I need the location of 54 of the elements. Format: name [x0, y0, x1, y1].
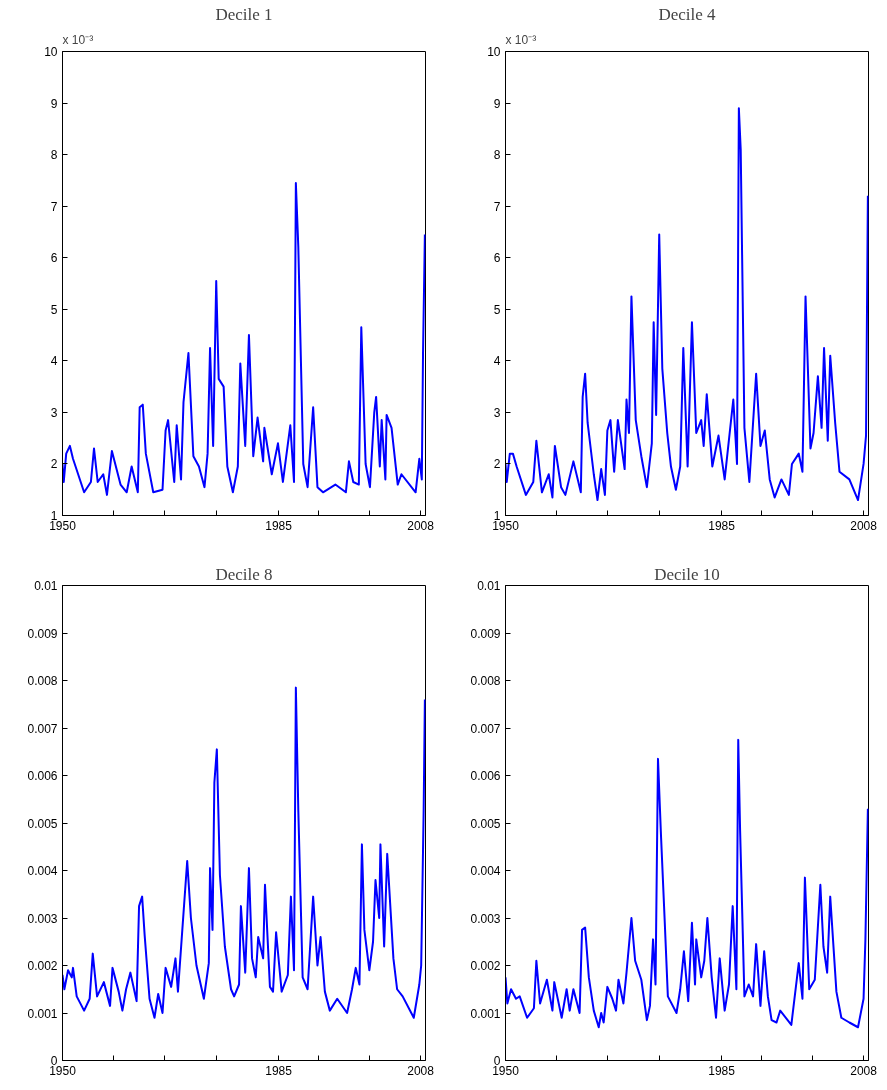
y-tick-label: 5: [50, 302, 58, 317]
y-tick-label: 10: [44, 45, 58, 59]
y-tick-label: 6: [50, 251, 58, 266]
y-tick-label: 0.004: [27, 864, 58, 878]
y-tick-label: 8: [493, 148, 501, 163]
x-tick-label: 2008: [850, 1063, 878, 1078]
x-tick-label: 2008: [407, 1063, 435, 1078]
y-tick-label: 0.01: [34, 579, 58, 593]
y-tick-label: 0.001: [470, 1006, 501, 1021]
y-tick-label: 5: [493, 302, 501, 317]
x-tick-label: 2008: [850, 518, 878, 533]
y-tick-label: 2: [50, 457, 58, 472]
x-tick-label: 1985: [265, 518, 293, 533]
chart-title: Decile 4: [658, 4, 717, 24]
y-tick-label: 0.002: [27, 959, 58, 973]
chart-title: Decile 10: [654, 564, 720, 584]
y-tick-label: 0.007: [470, 721, 501, 736]
y-tick-label: 4: [493, 354, 501, 369]
y-tick-label: 0.003: [470, 911, 501, 926]
text: x 10⁻³: [505, 32, 537, 47]
y-tick-label: 3: [50, 405, 58, 420]
y-tick-label: 7: [493, 199, 501, 214]
x-tick-label: 1985: [708, 518, 736, 533]
y-tick-label: 0.005: [27, 816, 58, 831]
chart-title: Decile 1: [215, 4, 273, 24]
y-tick-label: 0.002: [470, 959, 501, 973]
y-tick-label: 8: [50, 148, 58, 163]
x-tick-label: 2008: [407, 518, 435, 533]
x-tick-label: 1985: [708, 1063, 736, 1078]
y-tick-label: 2: [493, 457, 501, 472]
text: x 10⁻³: [62, 32, 94, 47]
y-tick-label: 9: [50, 96, 58, 111]
y-tick-label: 0.008: [27, 674, 58, 688]
y-tick-label: 0.005: [470, 816, 501, 831]
y-tick-label: 0.006: [470, 769, 501, 783]
y-tick-label: 6: [493, 251, 501, 266]
y-tick-label: 9: [493, 96, 501, 111]
x-tick-label: 1985: [265, 1063, 293, 1078]
y-tick-label: 10: [487, 45, 501, 59]
y-tick-label: 4: [50, 354, 58, 369]
y-tick-label: 0.006: [27, 769, 58, 783]
y-tick-label: 0.008: [470, 674, 501, 688]
y-tick-label: 0.007: [27, 721, 58, 736]
y-tick-label: 0.001: [27, 1006, 58, 1021]
y-tick-label: 0.009: [470, 626, 501, 641]
y-tick-label: 0.01: [477, 579, 501, 593]
y-tick-label: 0.003: [27, 911, 58, 926]
y-tick-label: 0.009: [27, 626, 58, 641]
y-tick-label: 0.004: [470, 864, 501, 878]
y-tick-label: 0: [50, 1054, 58, 1068]
chart-title: Decile 8: [215, 564, 273, 584]
y-tick-label: 0: [493, 1054, 501, 1068]
y-tick-label: 3: [493, 405, 501, 420]
y-tick-label: 7: [50, 199, 58, 214]
